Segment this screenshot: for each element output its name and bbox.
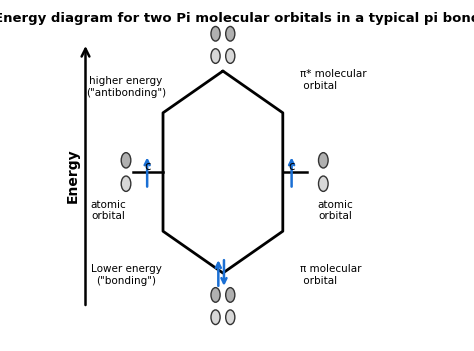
Text: atomic
orbital: atomic orbital [91,199,126,221]
Ellipse shape [211,49,220,64]
Ellipse shape [226,26,235,41]
Text: atomic
orbital: atomic orbital [318,199,354,221]
Text: π molecular
 orbital: π molecular orbital [301,264,362,286]
Ellipse shape [226,310,235,325]
Ellipse shape [121,176,131,191]
Text: π* molecular
 orbital: π* molecular orbital [301,69,367,91]
Text: Lower energy
("bonding"): Lower energy ("bonding") [91,264,162,286]
Text: higher energy
("antibonding"): higher energy ("antibonding") [86,76,166,98]
Ellipse shape [319,176,328,191]
Ellipse shape [211,26,220,41]
Ellipse shape [226,49,235,64]
Ellipse shape [319,153,328,168]
Ellipse shape [226,287,235,302]
Ellipse shape [121,153,131,168]
Ellipse shape [211,310,220,325]
Text: Energy: Energy [66,148,80,203]
Text: c: c [144,160,150,173]
Text: Energy diagram for two Pi molecular orbitals in a typical pi bond: Energy diagram for two Pi molecular orbi… [0,12,474,25]
Ellipse shape [211,287,220,302]
Text: c: c [288,160,295,173]
